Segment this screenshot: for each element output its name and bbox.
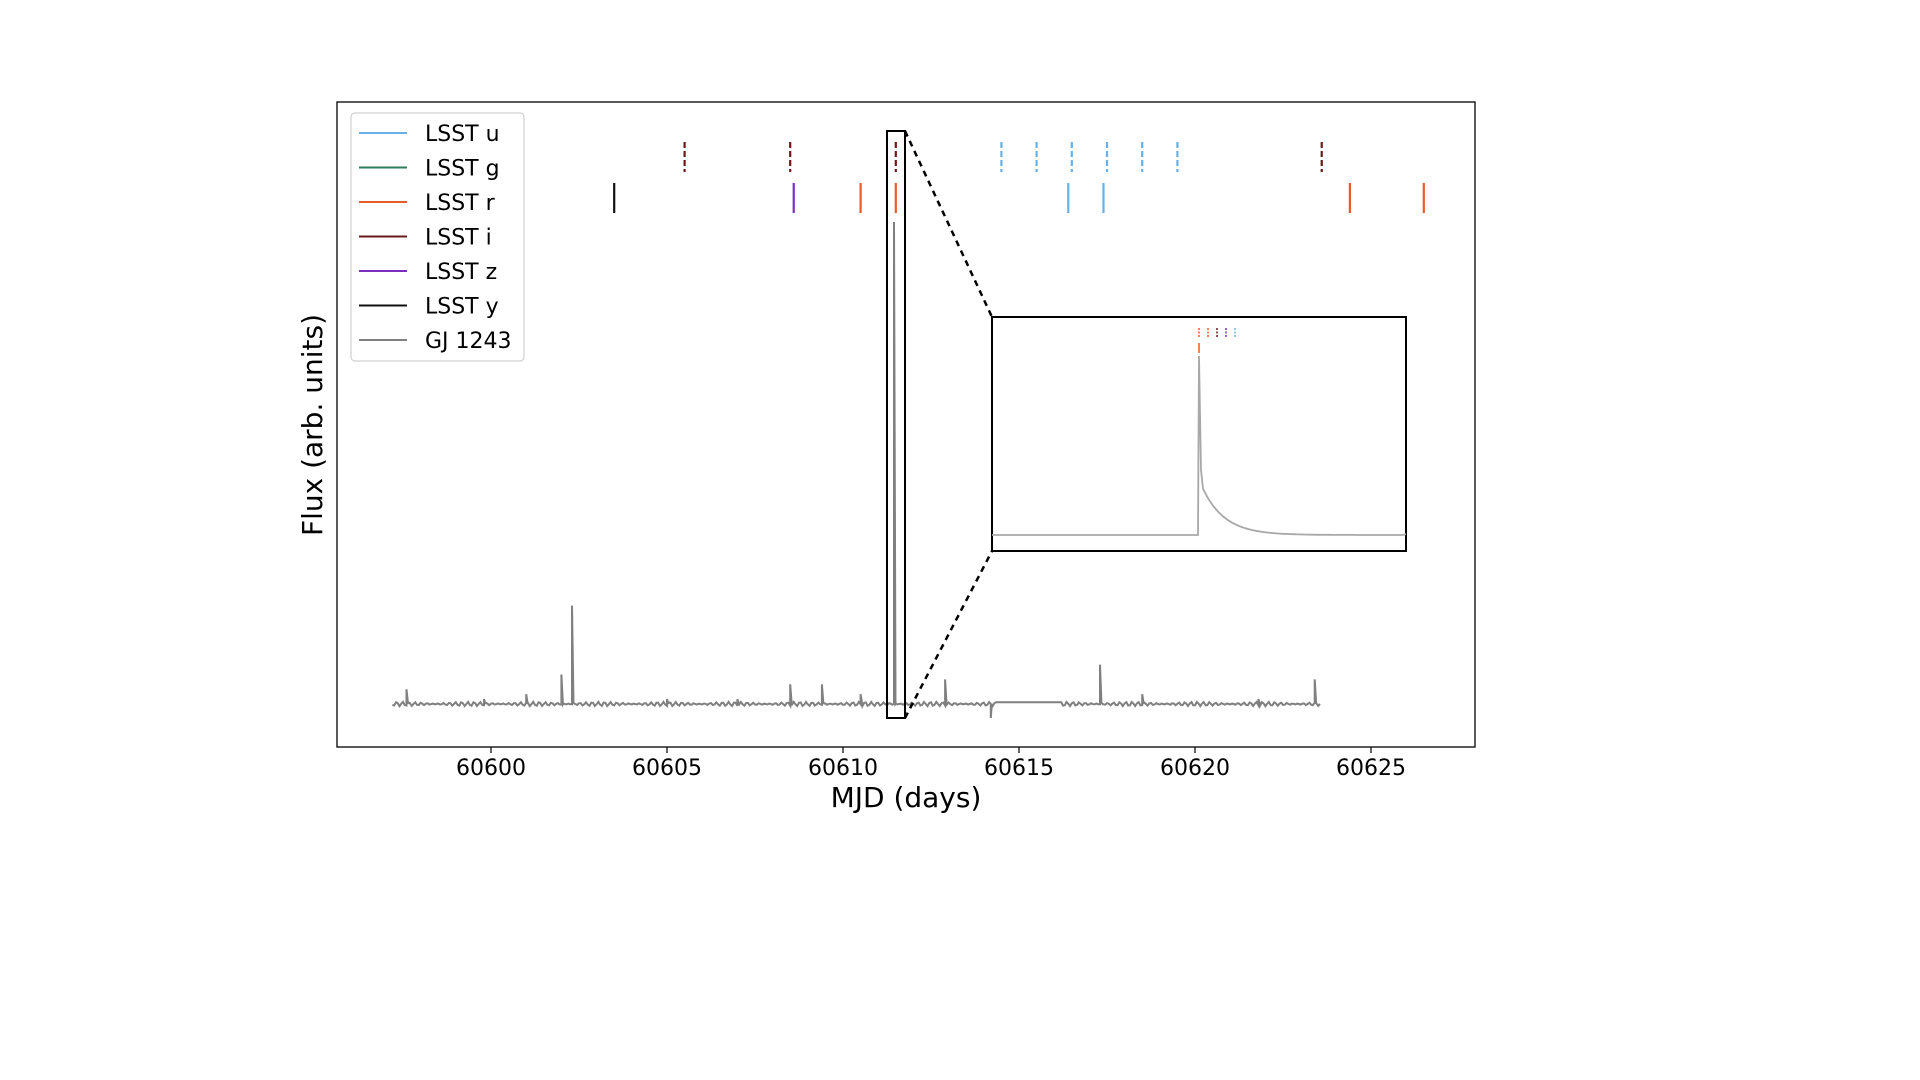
legend-label: LSST r	[425, 191, 496, 216]
x-axis-ticks: 60600 60605 60610 60615 60620 60625	[456, 747, 1406, 781]
zoom-region-box	[886, 130, 906, 719]
legend-label: LSST u	[425, 122, 500, 147]
x-axis-label: MJD (days)	[831, 781, 982, 814]
inset-flare-curve	[992, 355, 1407, 536]
zoom-connector-bottom	[903, 550, 994, 719]
x-tick-label: 60625	[1336, 756, 1406, 781]
legend-label: LSST y	[425, 295, 499, 320]
x-tick-label: 60605	[632, 756, 702, 781]
zoom-connector-top	[903, 130, 994, 318]
inset-plot	[992, 328, 1407, 536]
series-line-gj1243	[392, 221, 1321, 719]
legend-box	[350, 112, 525, 362]
legend: LSST u LSST g LSST r LSST i LSST z LSST y GJ 1…	[350, 112, 525, 362]
x-tick-label: 60600	[456, 756, 526, 781]
y-axis-label: Flux (arb. units)	[296, 314, 329, 536]
x-tick-label: 60615	[984, 756, 1054, 781]
x-tick-label: 60620	[1160, 756, 1230, 781]
legend-label: GJ 1243	[425, 329, 512, 354]
legend-label: LSST i	[425, 226, 492, 251]
series-layer	[392, 221, 1321, 719]
legend-label: LSST z	[425, 260, 497, 285]
observation-markers	[613, 142, 1425, 213]
legend-label: LSST g	[425, 157, 500, 182]
x-tick-label: 60610	[808, 756, 878, 781]
